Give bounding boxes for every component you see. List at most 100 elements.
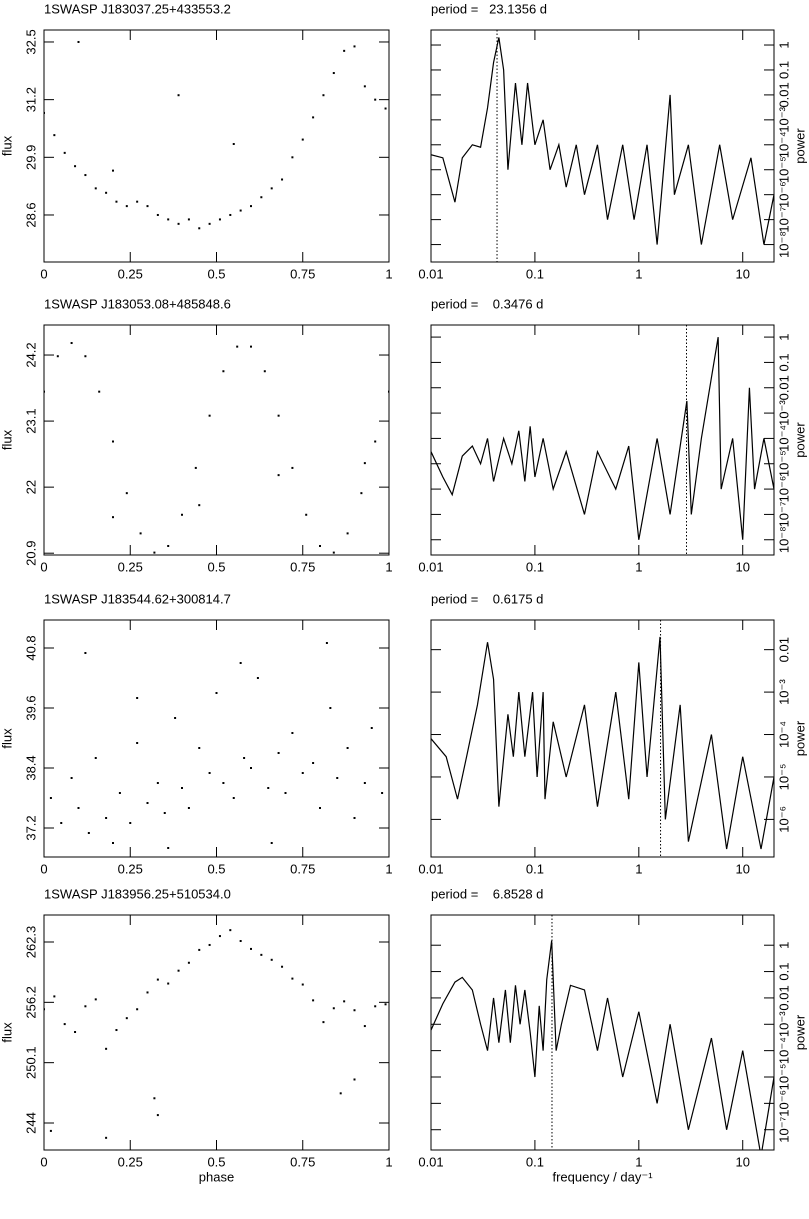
data-point — [94, 187, 97, 190]
data-point — [346, 532, 349, 535]
y-axis-label: flux — [0, 1022, 14, 1043]
y-axis-label: flux — [0, 728, 14, 749]
plot-frame — [430, 29, 775, 263]
data-point — [136, 742, 139, 744]
x-tick-label: 0.01 — [418, 861, 443, 876]
data-point — [115, 1029, 118, 1032]
plot-frame — [43, 29, 390, 263]
plot-frame — [43, 914, 390, 1151]
x-tick-label: 0.01 — [418, 1154, 443, 1169]
data-point — [156, 782, 159, 784]
x-tick-label: 1 — [635, 559, 642, 574]
data-point — [208, 772, 211, 774]
data-point — [139, 532, 142, 535]
y-tick-label: 23.1 — [23, 408, 38, 433]
data-point — [250, 767, 252, 769]
data-point — [256, 677, 259, 679]
data-point — [136, 697, 139, 699]
y-tick-label: 0.01 — [776, 985, 791, 1010]
data-point — [236, 345, 239, 348]
y-tick-label: 10⁻³ — [776, 1011, 791, 1037]
y-tick-label: 10⁻⁸ — [776, 231, 791, 258]
y-axis-label: flux — [0, 135, 14, 156]
x-tick-label: 0.1 — [526, 861, 544, 876]
x-tick-label: 1 — [385, 861, 392, 876]
y-tick-label: 40.8 — [23, 635, 38, 660]
data-point — [319, 807, 321, 809]
data-point — [167, 982, 170, 985]
y-tick-label: 10⁻⁴ — [776, 131, 791, 158]
data-point — [198, 504, 201, 507]
y-tick-label: 262.3 — [23, 926, 38, 959]
data-point — [208, 414, 211, 417]
data-point — [181, 787, 183, 789]
data-point — [153, 551, 156, 554]
x-tick-label: 1 — [635, 861, 642, 876]
y-axis-label: flux — [0, 429, 14, 450]
periodogram-line — [431, 336, 774, 540]
plot-frame — [43, 324, 390, 556]
x-tick-label: 10 — [735, 861, 749, 876]
x-tick-label: 0.25 — [118, 1154, 143, 1169]
data-point — [332, 551, 335, 554]
data-point — [208, 943, 211, 946]
y-tick-label: 256.2 — [23, 986, 38, 1019]
x-tick-label: 0.5 — [207, 861, 225, 876]
y-tick-label: 32.5 — [23, 29, 38, 54]
y-tick-label: 10⁻⁵ — [776, 450, 791, 477]
data-point — [277, 414, 280, 417]
data-point — [105, 1047, 108, 1050]
y-tick-label: 0.1 — [776, 963, 791, 981]
plot-area — [431, 325, 774, 555]
data-point — [60, 822, 63, 824]
panel-title: 1SWASP J183956.25+510534.0 — [44, 886, 231, 901]
periodogram-line — [431, 37, 774, 245]
data-point — [239, 662, 242, 664]
data-point — [136, 200, 139, 203]
data-point — [215, 692, 218, 694]
x-tick-label: 0.1 — [526, 266, 544, 281]
data-point — [198, 948, 201, 951]
data-point — [291, 466, 294, 469]
panel-title: period = 0.3476 d — [431, 296, 543, 311]
x-tick-label: 0.75 — [290, 861, 315, 876]
x-tick-label: 1 — [385, 559, 392, 574]
data-point — [74, 165, 77, 168]
data-point — [112, 440, 114, 443]
data-point — [198, 227, 201, 230]
data-point — [74, 1031, 77, 1034]
y-tick-label: 10⁻³ — [776, 679, 791, 705]
data-point — [374, 440, 377, 443]
y-tick-label: 0.01 — [776, 82, 791, 107]
data-point — [229, 213, 232, 216]
y-tick-label: 10⁻⁵ — [776, 156, 791, 183]
data-point — [250, 947, 252, 950]
data-point — [239, 209, 242, 212]
data-point — [70, 777, 73, 779]
data-point — [325, 642, 328, 644]
plot-area — [44, 40, 387, 230]
data-point — [374, 1005, 377, 1008]
plot-frame — [43, 619, 390, 858]
data-point — [163, 812, 166, 814]
data-point — [125, 205, 128, 208]
y-tick-label: 20.9 — [23, 541, 38, 566]
data-point — [312, 999, 315, 1002]
data-point — [156, 978, 159, 981]
data-point — [363, 85, 366, 88]
data-point — [177, 222, 180, 225]
data-point — [232, 797, 235, 799]
data-point — [260, 196, 263, 199]
y-tick-label: 39.6 — [23, 695, 38, 720]
y-tick-label: 0.01 — [776, 637, 791, 662]
data-point — [243, 757, 246, 759]
x-tick-label: 0.5 — [207, 1154, 225, 1169]
data-point — [177, 969, 180, 972]
data-point — [94, 998, 97, 1001]
x-tick-label: 0 — [40, 266, 47, 281]
x-tick-label: 1 — [635, 1154, 642, 1169]
data-point — [363, 1025, 366, 1028]
x-tick-label: 10 — [735, 559, 749, 574]
data-point — [250, 205, 252, 208]
data-point — [370, 727, 373, 729]
